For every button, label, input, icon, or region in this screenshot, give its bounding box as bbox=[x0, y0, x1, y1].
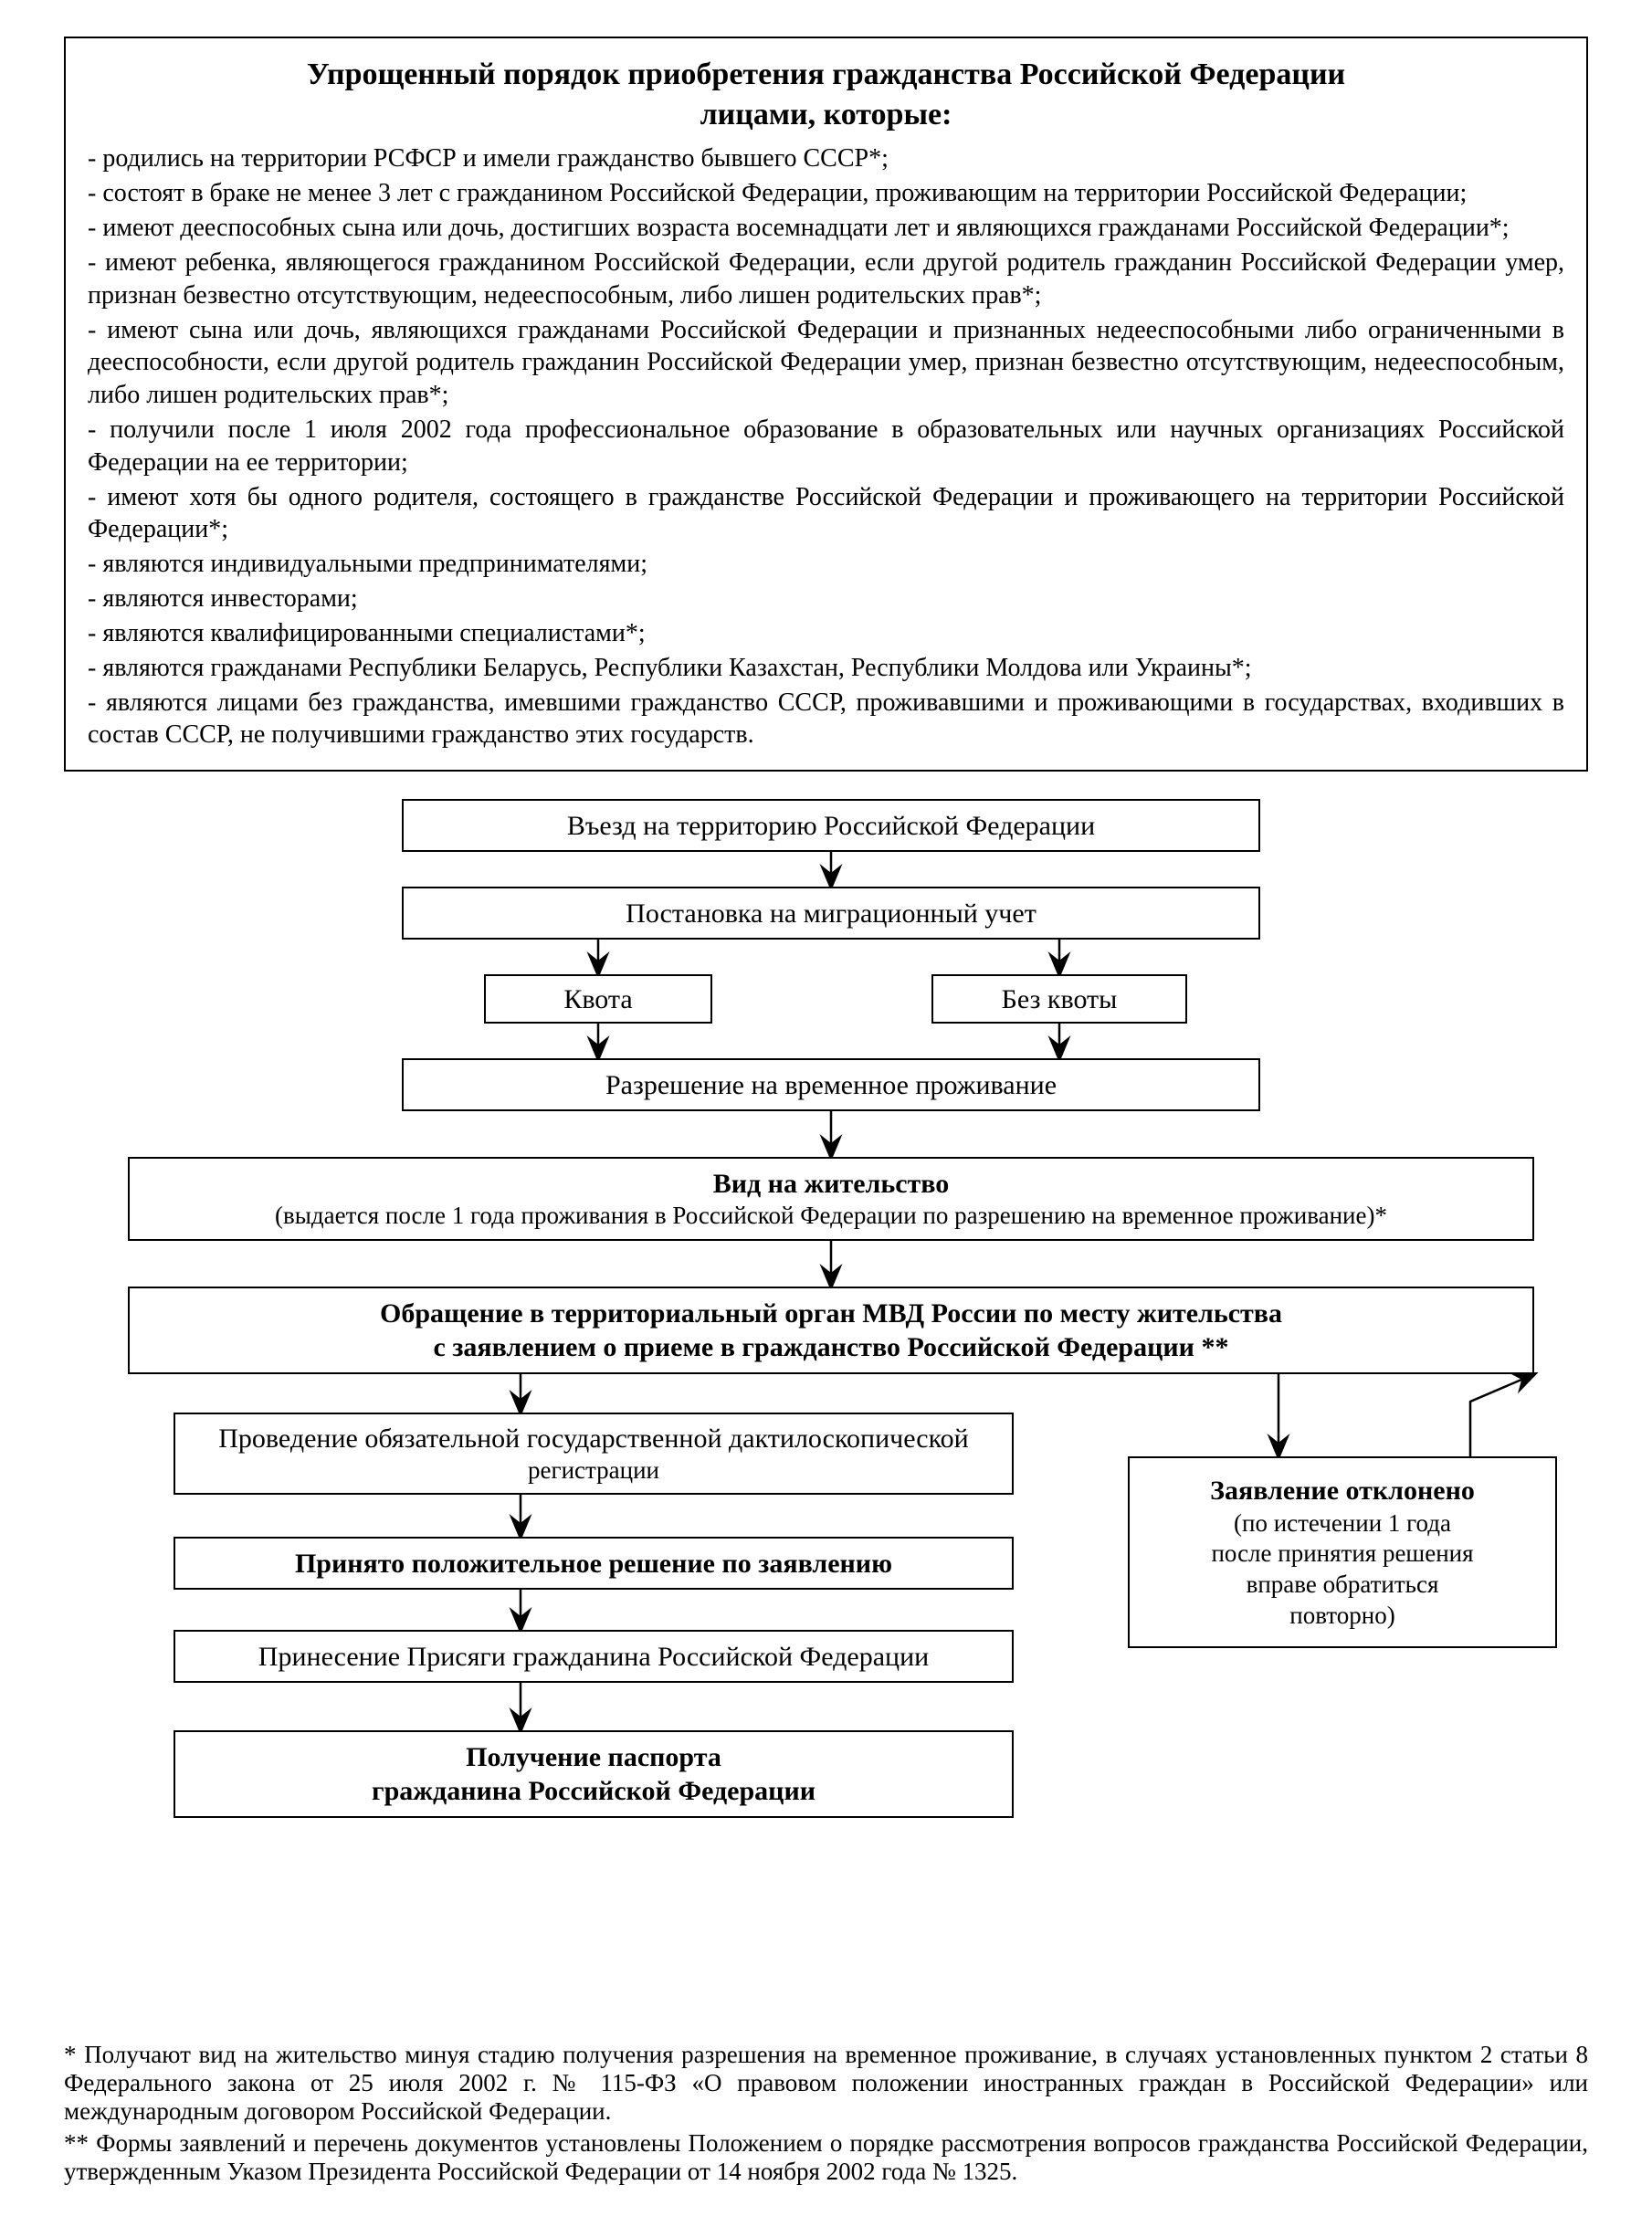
flow-node-oath: Принесение Присяги гражданина Российской… bbox=[174, 1630, 1014, 1683]
flow-node-noquota: Без квоты bbox=[931, 974, 1187, 1024]
criteria-item: - состоят в браке не менее 3 лет с гражд… bbox=[88, 177, 1564, 210]
flowchart-arrows bbox=[64, 799, 1589, 2013]
criteria-item: - являются инвесторами; bbox=[88, 583, 1564, 615]
flow-node-line: Принесение Присяги гражданина Российской… bbox=[188, 1640, 999, 1675]
flowchart: Въезд на территорию Российской Федерации… bbox=[64, 799, 1589, 2013]
flow-node-rejected: Заявление отклонено(по истечении 1 годап… bbox=[1128, 1456, 1557, 1648]
flow-node-line: гражданина Российской Федерации bbox=[188, 1774, 999, 1809]
criteria-item: - являются лицами без гражданства, имевш… bbox=[88, 687, 1564, 752]
footnote-1: * Получают вид на жительство минуя стади… bbox=[64, 2041, 1588, 2126]
flow-node-line: Въезд на территорию Российской Федерации bbox=[416, 809, 1246, 844]
flow-node-line: Разрешение на временное проживание bbox=[416, 1068, 1246, 1103]
flow-node-line: Заявление отклонено bbox=[1142, 1474, 1542, 1508]
flow-node-quota: Квота bbox=[484, 974, 712, 1024]
flow-node-line: Проведение обязательной государственной … bbox=[188, 1422, 999, 1456]
flow-node-line: Принято положительное решение по заявлен… bbox=[188, 1547, 999, 1581]
criteria-item: - являются квалифицированными специалист… bbox=[88, 617, 1564, 650]
flow-node-positive: Принято положительное решение по заявлен… bbox=[174, 1537, 1014, 1590]
flow-node-passport: Получение паспортагражданина Российской … bbox=[174, 1730, 1014, 1818]
flow-node-vnj: Вид на жительство(выдается после 1 года … bbox=[128, 1157, 1534, 1241]
footnotes: * Получают вид на жительство минуя стади… bbox=[64, 2041, 1588, 2186]
flow-node-entry: Въезд на территорию Российской Федерации bbox=[402, 799, 1260, 852]
criteria-item: - получили после 1 июля 2002 года профес… bbox=[88, 414, 1564, 479]
criteria-item: - являются гражданами Республики Беларус… bbox=[88, 652, 1564, 685]
flow-node-dactyl: Проведение обязательной государственной … bbox=[174, 1413, 1014, 1495]
criteria-item: - имеют хотя бы одного родителя, состоящ… bbox=[88, 481, 1564, 547]
flow-node-line: с заявлением о приеме в гражданство Росс… bbox=[142, 1330, 1520, 1365]
flow-node-line: (выдается после 1 года проживания в Росс… bbox=[142, 1201, 1520, 1232]
criteria-item: - имеют сына или дочь, являющихся гражда… bbox=[88, 314, 1564, 412]
flow-node-line: после принятия решения bbox=[1142, 1539, 1542, 1570]
flow-node-line: Получение паспорта bbox=[188, 1740, 999, 1775]
criteria-item: - имеют дееспособных сына или дочь, дост… bbox=[88, 212, 1564, 245]
criteria-item: - являются индивидуальными предпринимате… bbox=[88, 548, 1564, 581]
criteria-title-line2: лицами, которые: bbox=[700, 98, 952, 131]
flow-node-line: Квота bbox=[499, 982, 698, 1017]
flow-node-line: повторно) bbox=[1142, 1601, 1542, 1632]
criteria-item: - имеют ребенка, являющегося гражданином… bbox=[88, 247, 1564, 312]
flow-edge bbox=[1470, 1374, 1534, 1456]
flow-node-line: (по истечении 1 года bbox=[1142, 1508, 1542, 1539]
flow-node-line: регистрации bbox=[188, 1455, 999, 1486]
flow-node-appeal: Обращение в территориальный орган МВД Ро… bbox=[128, 1287, 1534, 1374]
flow-node-line: Постановка на миграционный учет bbox=[416, 897, 1246, 931]
flow-node-line: Обращение в территориальный орган МВД Ро… bbox=[142, 1297, 1520, 1331]
flow-node-line: вправе обратиться bbox=[1142, 1570, 1542, 1601]
criteria-item: - родились на территории РСФСР и имели г… bbox=[88, 142, 1564, 175]
criteria-box: Упрощенный порядок приобретения гражданс… bbox=[64, 37, 1588, 772]
flow-node-line: Без квоты bbox=[946, 982, 1173, 1017]
flow-node-rvp: Разрешение на временное проживание bbox=[402, 1058, 1260, 1111]
flow-node-reg: Постановка на миграционный учет bbox=[402, 887, 1260, 940]
page: Упрощенный порядок приобретения гражданс… bbox=[0, 0, 1652, 2227]
criteria-title-line1: Упрощенный порядок приобретения гражданс… bbox=[307, 58, 1345, 91]
flow-node-line: Вид на жительство bbox=[142, 1167, 1520, 1202]
criteria-title: Упрощенный порядок приобретения гражданс… bbox=[88, 55, 1564, 135]
criteria-list: - родились на территории РСФСР и имели г… bbox=[88, 142, 1564, 751]
footnote-2: ** Формы заявлений и перечень документов… bbox=[64, 2129, 1588, 2186]
